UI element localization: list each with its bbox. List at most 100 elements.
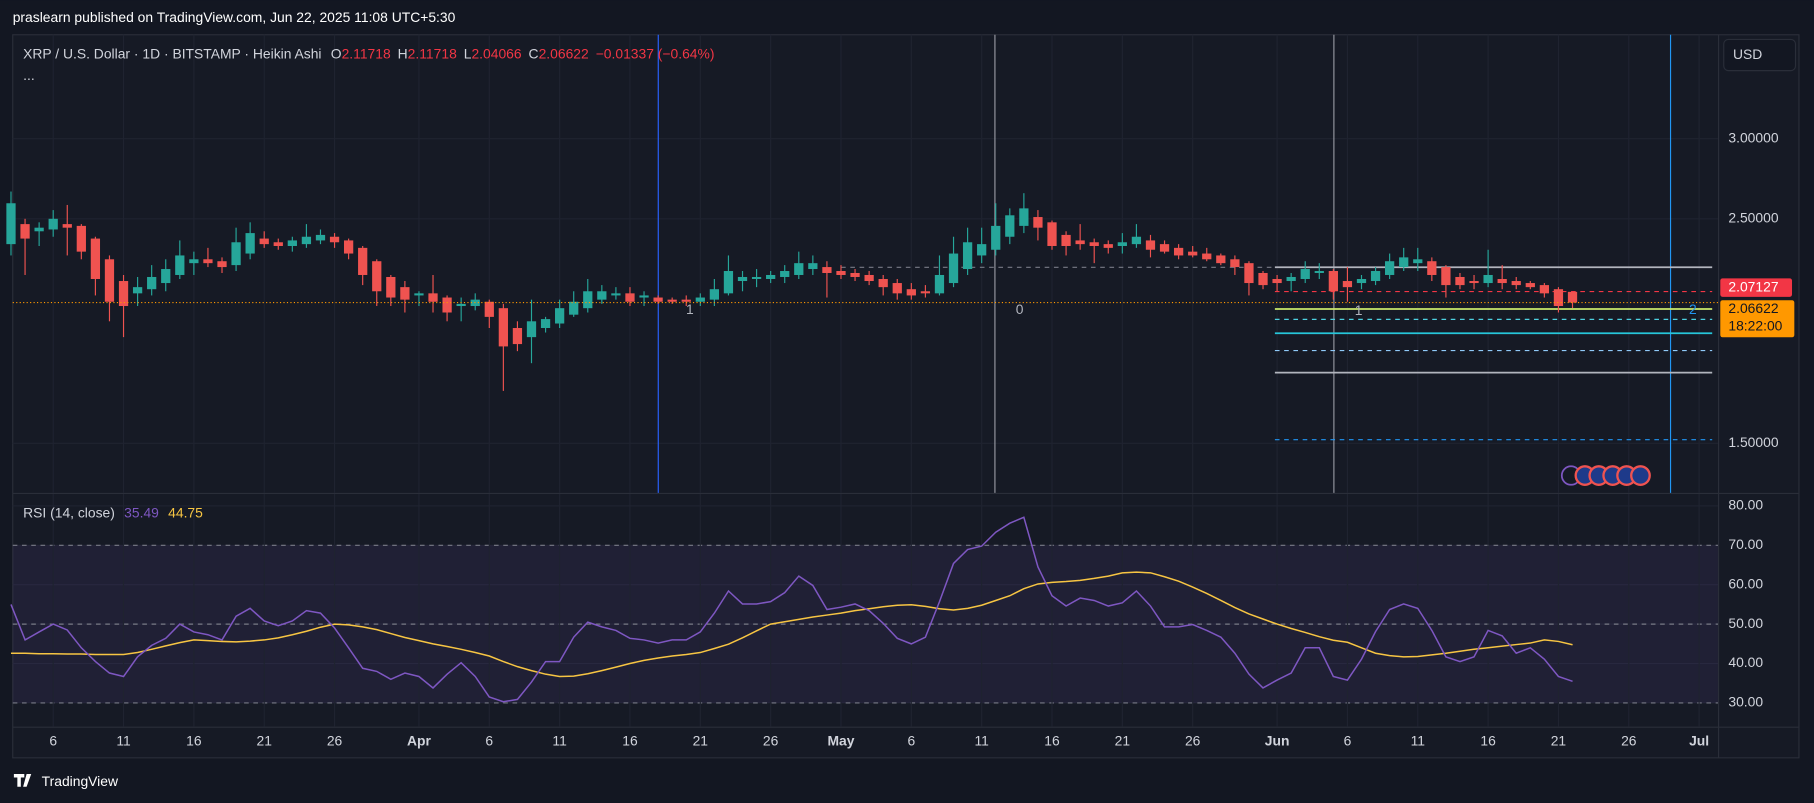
candle-body (822, 267, 832, 273)
candle-body (1089, 242, 1099, 246)
candle-body (34, 227, 44, 232)
candle-body (147, 276, 157, 290)
more-button[interactable]: ... (23, 67, 35, 83)
candle-body (175, 255, 185, 275)
candle-body (737, 276, 748, 282)
candle-body (991, 225, 1001, 250)
candle-body (1075, 240, 1085, 245)
price-marker-box (1720, 278, 1793, 297)
candle-body (1314, 271, 1324, 273)
candle-body (611, 293, 621, 296)
candle-body (1539, 285, 1550, 294)
currency-label: USD (1733, 46, 1762, 62)
time-tick-label: 21 (693, 732, 709, 748)
candle-body (1019, 208, 1029, 226)
candle-body (1005, 215, 1015, 237)
candle-body (780, 271, 790, 277)
candle-body (231, 242, 241, 266)
time-tick-label: 11 (552, 732, 567, 748)
time-tick-label: Jun (1265, 732, 1290, 748)
candle-body (906, 289, 916, 296)
rsi-tick-label: 60.00 (1728, 575, 1763, 591)
candle-body (1427, 261, 1437, 275)
candle-body (962, 242, 973, 270)
candle-body (569, 301, 579, 315)
time-tick-label: 6 (1344, 732, 1352, 748)
fib-label: 1 (686, 301, 694, 317)
candle-body (1413, 259, 1423, 264)
candle-body (1272, 278, 1282, 284)
time-tick-label: 26 (763, 732, 779, 748)
candle-body (259, 238, 269, 245)
candle-body (751, 276, 762, 279)
countdown-label: 18:22:00 (1728, 318, 1782, 334)
fib-label: 1 (1355, 302, 1363, 318)
candle-body (864, 274, 874, 282)
candle-body (1188, 251, 1198, 256)
time-tick-label: 6 (49, 732, 57, 748)
price-tick-label: 3.00000 (1728, 129, 1778, 145)
candle-body (920, 291, 931, 294)
symbol-title: XRP / U.S. Dollar · 1D · BITSTAMP · Heik… (23, 45, 321, 61)
time-tick-label: 26 (1621, 732, 1637, 748)
candle-body (1300, 269, 1310, 279)
rsi-tick-label: 40.00 (1728, 654, 1763, 670)
time-tick-label: Jul (1689, 732, 1709, 748)
drawings (657, 34, 1713, 493)
candle-body (132, 287, 143, 294)
marks (6, 191, 1718, 703)
time-tick-label: 21 (256, 732, 272, 748)
rsi-ma-value: 44.75 (168, 504, 203, 520)
grid (12, 34, 1718, 727)
last-price-label: 2.06622 (1728, 300, 1778, 316)
candle-body (287, 240, 297, 246)
candle-body (6, 203, 16, 245)
time-tick-label: 21 (1551, 732, 1567, 748)
candle-body (372, 261, 382, 292)
rsi-title: RSI (14, close) (23, 504, 115, 520)
currency-button[interactable] (1723, 38, 1797, 72)
candle-body (1244, 263, 1254, 284)
fib-label: 2 (1689, 301, 1697, 317)
price-tick-label: 1.50000 (1728, 434, 1778, 450)
candle-body (583, 291, 593, 309)
candle-body (217, 261, 227, 268)
time-tick-label: 11 (116, 732, 131, 748)
candle-body (1173, 247, 1184, 256)
publish-info: praslearn published on TradingView.com, … (13, 9, 456, 25)
last-price-box (1720, 300, 1795, 338)
candle-body (1131, 236, 1142, 245)
candle-body (808, 263, 818, 270)
candle-body (1511, 281, 1521, 286)
change: −0.01337 (−0.64%) (596, 45, 715, 61)
ohlc-value: 2.11718 (408, 45, 457, 61)
time-tick-label: 16 (186, 732, 202, 748)
candle-body (1230, 259, 1240, 268)
time-tick-label: 16 (622, 732, 638, 748)
candle-body (639, 295, 649, 298)
ohlc-label: C (529, 45, 539, 61)
candle-body (709, 289, 720, 300)
candle-body (428, 293, 438, 302)
candle-body (203, 259, 213, 264)
time-tick-label: 26 (1185, 732, 1201, 748)
candle-body (667, 299, 677, 302)
event-icons (1560, 465, 1651, 486)
candle-body (836, 271, 846, 275)
candle-body (1525, 283, 1535, 288)
time-tick-label: 26 (327, 732, 343, 748)
time-tick-label: 16 (1480, 732, 1496, 748)
candle-body (1483, 274, 1493, 284)
candle-body (1370, 271, 1381, 282)
candle-body (977, 244, 987, 256)
candle-body (948, 253, 959, 284)
candle-body (118, 281, 129, 307)
candle-body (358, 247, 368, 275)
candle-body (386, 276, 396, 298)
candle-body (104, 259, 115, 302)
rsi-value: 35.49 (124, 504, 159, 520)
candle-body (343, 240, 354, 254)
candle-body (301, 236, 312, 245)
rsi-tick-label: 50.00 (1728, 615, 1763, 631)
candle-body (1286, 276, 1296, 282)
